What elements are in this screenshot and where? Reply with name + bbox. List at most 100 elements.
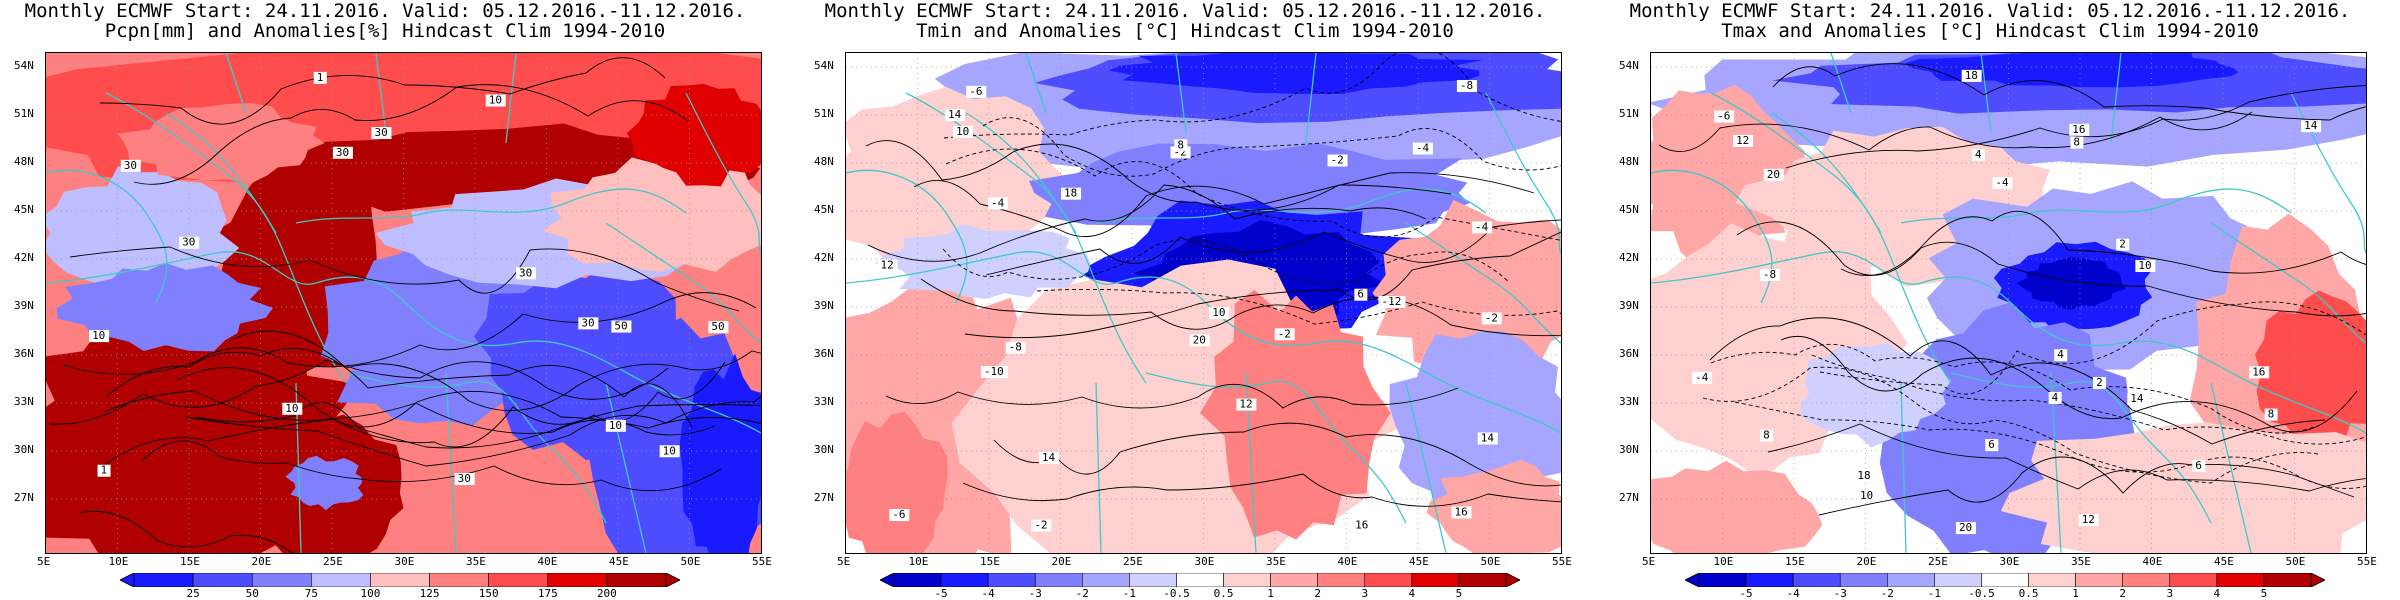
- contour-label: -4: [1412, 142, 1433, 155]
- tmin-panel: Monthly ECMWF Start: 24.11.2016. Valid: …: [800, 0, 1572, 600]
- contour-label: 16: [1352, 519, 1373, 532]
- coastline: [846, 251, 1561, 434]
- precip-colorbar: [120, 573, 680, 587]
- svg-text:14: 14: [1042, 451, 1056, 464]
- svg-text:18: 18: [1965, 69, 1978, 82]
- contour-line: [176, 361, 726, 448]
- colorbar-tick-label: 2: [2119, 587, 2126, 600]
- contour-line: [964, 231, 1561, 339]
- contour-line: [1036, 288, 1561, 325]
- contour-label: 10: [952, 125, 973, 138]
- longitude-tick-label: 20E: [1051, 555, 1072, 568]
- contour-label: 2: [2093, 376, 2107, 390]
- contour-label: -6: [1714, 110, 1735, 123]
- latitude-tick-label: 39N: [814, 299, 834, 312]
- contour-label: -2: [1327, 154, 1348, 167]
- latitude-tick-label: 45N: [1619, 203, 1639, 216]
- longitude-tick-label: 30E: [394, 555, 415, 568]
- longitude-tick-label: 25E: [323, 555, 343, 568]
- colorbar-segment: [2263, 573, 2312, 587]
- colorbar-segment: [2028, 573, 2076, 587]
- contour-line: [103, 390, 761, 429]
- contour-label: 50: [708, 320, 729, 334]
- contour-label: 1: [313, 71, 327, 84]
- svg-text:8: 8: [2268, 408, 2275, 421]
- colorbar-tick-label: -0.5: [1163, 587, 1190, 600]
- svg-text:6: 6: [1988, 438, 1995, 451]
- contour-label: -4: [1992, 176, 2013, 190]
- colorbar-tick-label: 4: [2213, 587, 2221, 600]
- contour-line: [1736, 221, 2366, 317]
- colorbar-segment: [1839, 573, 1888, 587]
- longitude-tick-label: 10E: [908, 555, 929, 568]
- colorbar-arrow: [880, 573, 895, 587]
- colorbar-tick-label: -4: [1786, 587, 1800, 600]
- contour-line: [942, 239, 1510, 284]
- longitude-tick-label: 55E: [1552, 555, 1572, 568]
- svg-text:20: 20: [1767, 168, 1780, 181]
- colorbar-tick-label: -5: [934, 587, 948, 600]
- longitude-tick-label: 15E: [980, 555, 1000, 568]
- latitude-tick-label: 45N: [14, 203, 34, 216]
- svg-text:-4: -4: [991, 196, 1005, 209]
- contour-label: 30: [179, 236, 200, 249]
- anomaly-region: [1651, 460, 1823, 553]
- svg-text:-8: -8: [1460, 79, 1473, 92]
- svg-text:30: 30: [581, 316, 594, 329]
- contour-label: 14: [1038, 451, 1059, 464]
- contour-label: 12: [1733, 134, 1754, 147]
- latitude-tick-label: 33N: [14, 395, 34, 408]
- contour-line: [133, 84, 689, 185]
- svg-text:50: 50: [614, 320, 627, 333]
- colorbar-tick-label: 5: [1455, 587, 1463, 600]
- contour-line: [867, 184, 1427, 262]
- colorbar-segment: [311, 573, 371, 587]
- contour-label: 14: [945, 108, 966, 122]
- panel-title-line1: Monthly ECMWF Start: 24.11.2016. Valid: …: [824, 0, 1546, 22]
- anomaly-region: [46, 166, 240, 302]
- contour-label: 14: [1477, 431, 1498, 445]
- precip-map: 30 30 10 30 50 30 10 30 10 1 1 10 10 30 30 50: [45, 52, 762, 554]
- latitude-tick-label: 33N: [814, 395, 834, 408]
- colorbar-tick-label: -1: [1927, 587, 1941, 600]
- contour-line: [1772, 63, 2366, 121]
- colorbar-segment: [370, 573, 430, 587]
- anomaly-region: [1905, 53, 2239, 88]
- svg-text:30: 30: [182, 236, 195, 249]
- contour-label: 12: [1236, 398, 1257, 411]
- colorbar-tick-label: -0.5: [1968, 587, 1995, 600]
- coastline: [1770, 112, 1882, 234]
- contour-line: [993, 422, 1561, 487]
- svg-text:14: 14: [1481, 431, 1495, 444]
- contour-line: [141, 440, 722, 492]
- svg-text:-6: -6: [892, 508, 905, 521]
- longitude-tick-label: 40E: [1337, 555, 1358, 568]
- svg-text:10: 10: [92, 329, 105, 342]
- contour-label: -12: [1378, 295, 1406, 309]
- colorbar-tick-label: 2: [1314, 587, 1321, 600]
- contour-label: -2: [1031, 519, 1052, 532]
- svg-text:14: 14: [948, 108, 962, 121]
- contour-label: 20: [1763, 168, 1784, 181]
- latitude-tick-label: 51N: [814, 107, 834, 120]
- latitude-tick-label: 30N: [814, 443, 834, 456]
- latitude-tick-label: 51N: [1619, 107, 1639, 120]
- contour-line: [962, 473, 1561, 507]
- colorbar-tick-label: -3: [1028, 587, 1042, 600]
- colorbar-tick-label: 175: [537, 587, 558, 600]
- coastline: [1485, 92, 1561, 254]
- colorbar-tick-label: 3: [2166, 587, 2174, 600]
- svg-text:6: 6: [1357, 288, 1364, 301]
- latitude-tick-label: 54N: [814, 59, 834, 72]
- latitude-tick-label: 27N: [814, 491, 834, 504]
- contour-line: [985, 219, 1561, 276]
- longitude-tick-label: 40E: [537, 555, 558, 568]
- svg-text:1: 1: [101, 464, 108, 477]
- svg-text:18: 18: [1857, 469, 1870, 482]
- longitude-tick-label: 35E: [2071, 555, 2091, 568]
- colorbar-arrow: [1685, 573, 1700, 587]
- svg-text:30: 30: [374, 126, 387, 139]
- svg-text:12: 12: [1239, 398, 1252, 411]
- svg-text:-10: -10: [984, 365, 1004, 378]
- longitude-tick-label: 30E: [1999, 555, 2020, 568]
